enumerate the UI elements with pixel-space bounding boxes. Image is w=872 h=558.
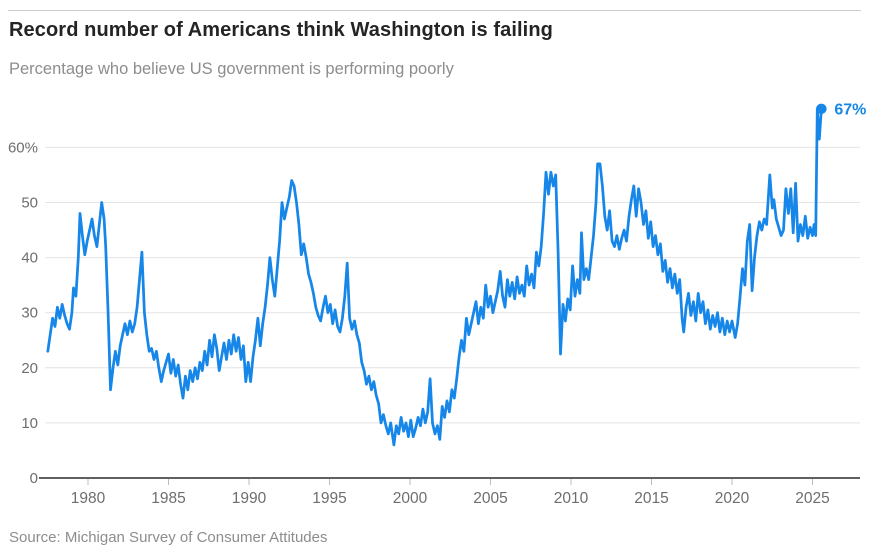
y-axis-label: 40 (21, 250, 38, 267)
series-line (46, 107, 823, 447)
source-note: Source: Michigan Survey of Consumer Atti… (9, 529, 328, 546)
x-axis-label: 1995 (312, 490, 346, 507)
x-axis-label: 1985 (151, 490, 185, 507)
y-axis-label: 0 (30, 470, 38, 487)
end-dot (816, 103, 827, 115)
top-rule (8, 10, 861, 11)
x-axis-label: 2005 (473, 490, 507, 507)
y-axis-label: 50 (21, 195, 38, 212)
x-axis-label: 2000 (393, 490, 428, 507)
y-axis-label: 10 (21, 415, 38, 432)
x-axis-label: 2025 (795, 490, 829, 507)
y-axis-label: 20 (21, 360, 38, 377)
x-axis-label: 1980 (71, 490, 106, 507)
x-axis-label: 2010 (554, 490, 589, 507)
y-axis-label: 60% (8, 139, 38, 156)
chart-title: Record number of Americans think Washing… (9, 19, 553, 41)
x-axis-label: 2015 (634, 490, 668, 507)
y-axis-label: 30 (21, 305, 38, 322)
end-value-label: 67% (834, 101, 866, 118)
chart-subtitle: Percentage who believe US government is … (9, 60, 454, 78)
x-axis-label: 1990 (232, 490, 267, 507)
x-axis-label: 2020 (715, 490, 750, 507)
